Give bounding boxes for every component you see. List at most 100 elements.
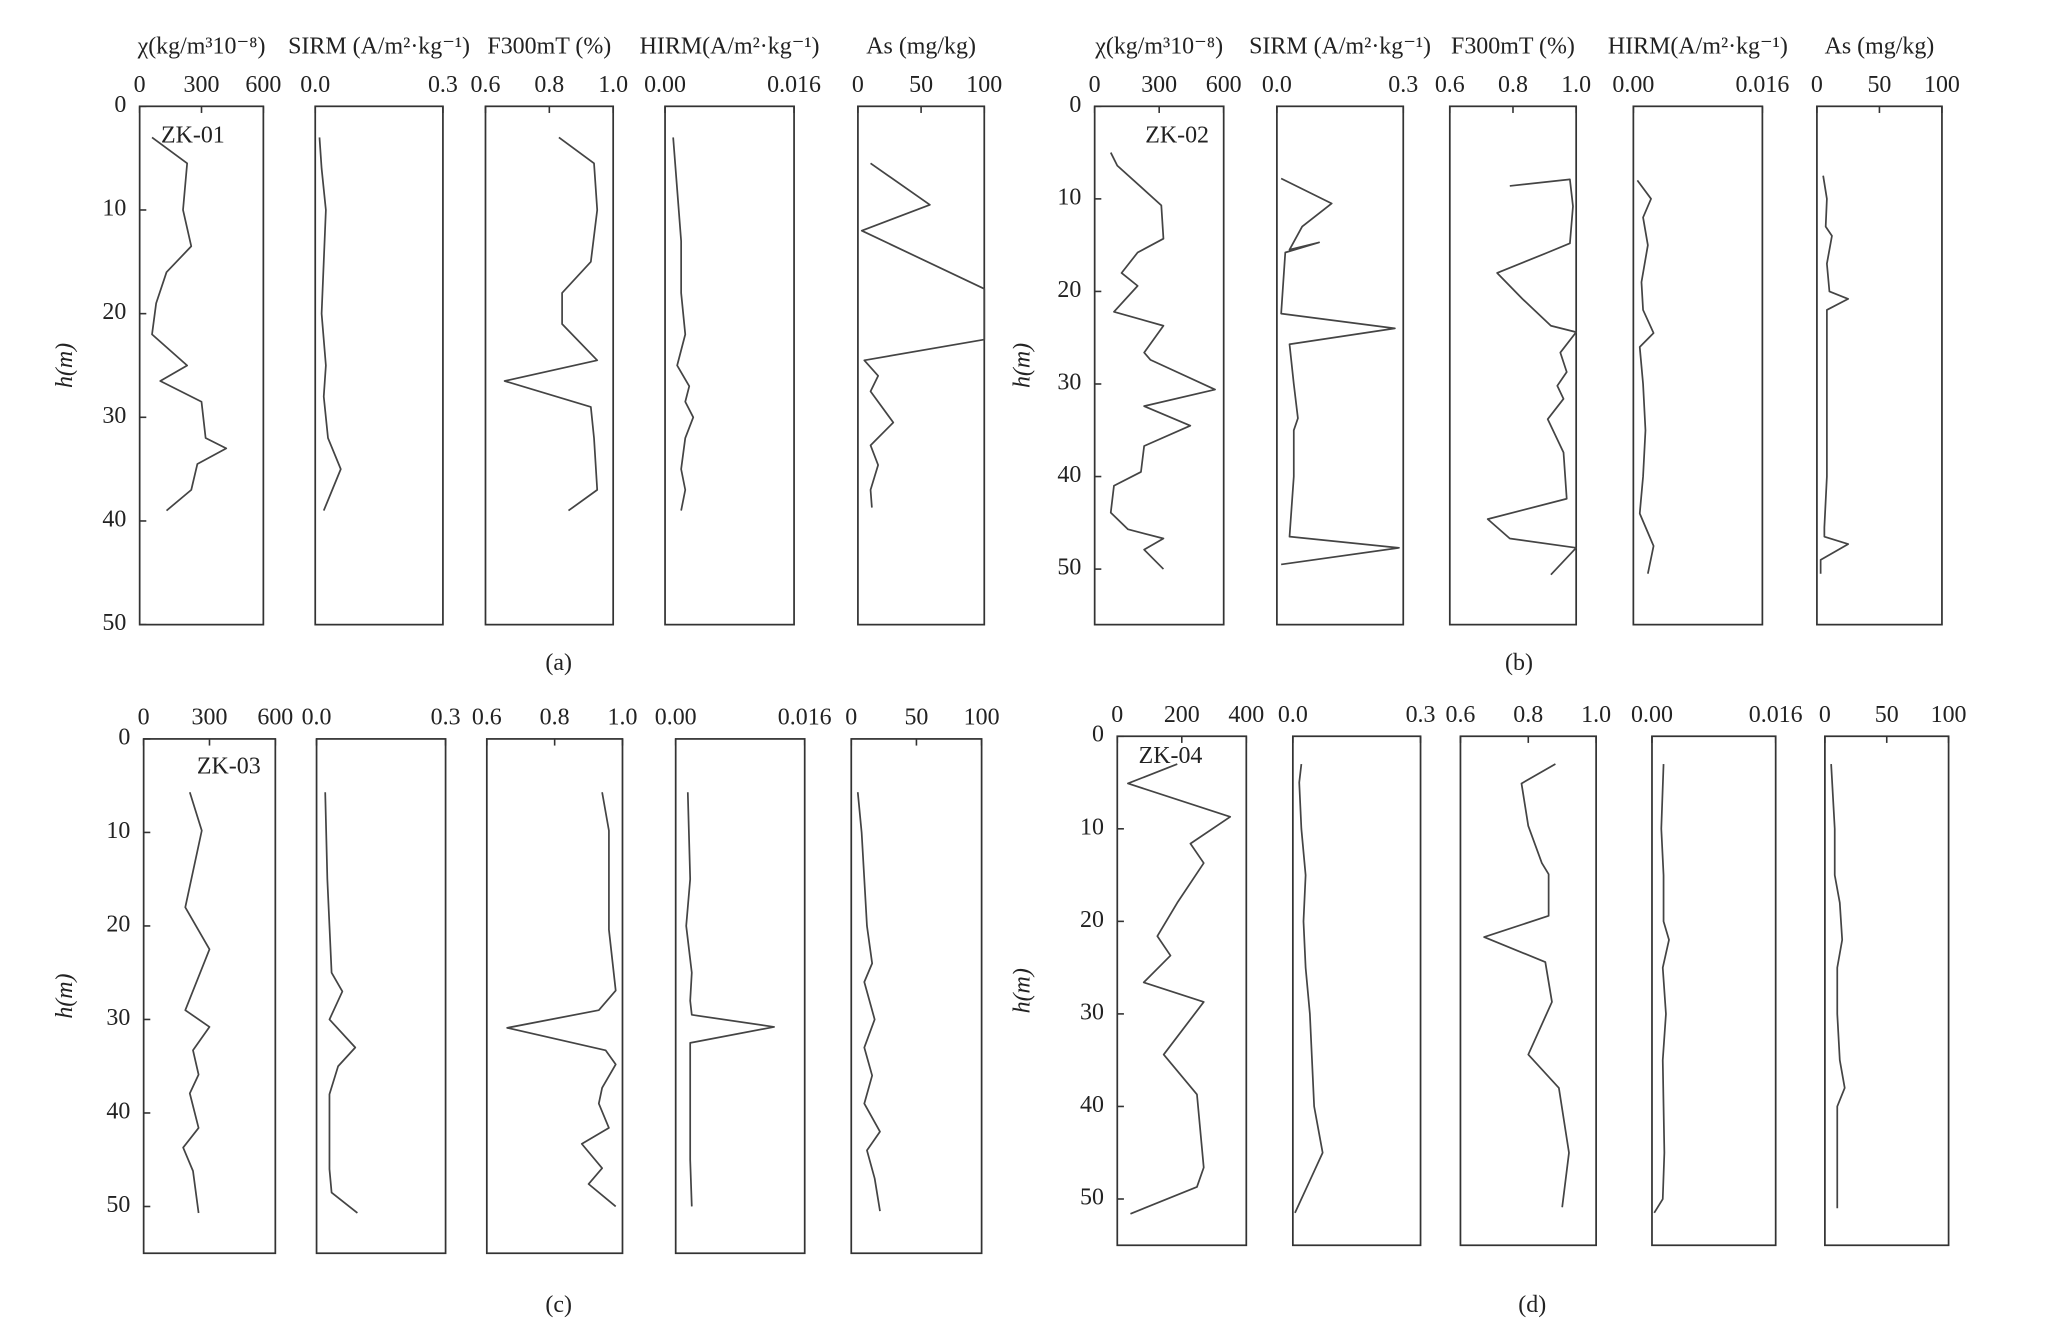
y-tick-label: 20 — [102, 299, 126, 325]
profile-line — [151, 136, 228, 512]
track-frame — [850, 738, 983, 1255]
y-tick-label: 30 — [1080, 999, 1104, 1025]
y-tick-label: 10 — [102, 195, 126, 221]
x-axis-label: χ(kg/m³10⁻⁸) — [137, 33, 266, 59]
profile-line — [1294, 763, 1324, 1214]
panel-label: (c) — [545, 1292, 572, 1318]
y-axis-label: h(m) — [52, 973, 78, 1018]
well-label: ZK-02 — [1145, 122, 1209, 148]
y-axis-label: h(m) — [1010, 343, 1036, 388]
track-frame — [138, 105, 265, 626]
x-tick-label: 0.8 — [1513, 702, 1543, 728]
x-tick-label: 1.0 — [1581, 702, 1611, 728]
well-label: ZK-03 — [197, 754, 261, 780]
x-tick-label: 0.016 — [1735, 72, 1789, 98]
y-tick-label: 20 — [1080, 907, 1104, 933]
x-tick-label: 0.016 — [1749, 702, 1803, 728]
x-tick-label: 0.016 — [778, 704, 832, 730]
x-tick-label: 0.0 — [302, 704, 332, 730]
profile-line — [503, 136, 599, 512]
x-tick-label: 100 — [966, 72, 1002, 98]
x-axis-label: As (mg/kg) — [866, 33, 976, 59]
track-frame — [1291, 735, 1422, 1247]
x-tick-label: 0.6 — [472, 704, 502, 730]
profile-line — [1109, 152, 1216, 570]
x-tick-label: 0 — [1811, 72, 1823, 98]
x-tick-label: 600 — [1206, 72, 1242, 98]
x-tick-label: 50 — [1867, 72, 1891, 98]
y-tick-label: 0 — [1069, 92, 1081, 118]
x-tick-label: 300 — [1141, 72, 1177, 98]
track-frame — [857, 105, 986, 626]
track-frame — [315, 738, 447, 1255]
profile-line — [1483, 763, 1570, 1208]
x-tick-label: 300 — [184, 72, 220, 98]
profile-line — [182, 791, 211, 1214]
x-tick-label: 0.016 — [767, 72, 821, 98]
x-tick-label: 0.00 — [655, 704, 697, 730]
profile-line — [1636, 179, 1655, 574]
x-tick-label: 0.6 — [1435, 72, 1465, 98]
x-tick-label: 0.00 — [1631, 702, 1673, 728]
x-axis-label: HIRM(A/m²·kg⁻¹) — [1608, 33, 1788, 59]
x-tick-label: 0 — [1089, 72, 1101, 98]
well-label: ZK-04 — [1139, 743, 1203, 769]
profile-line — [1127, 763, 1232, 1215]
x-axis-label: F300mT (%) — [1451, 33, 1575, 59]
x-tick-label: 0.00 — [644, 72, 686, 98]
x-tick-label: 0 — [1819, 702, 1831, 728]
x-tick-label: 300 — [192, 704, 228, 730]
x-tick-label: 0 — [134, 72, 146, 98]
y-tick-label: 0 — [1092, 722, 1104, 748]
x-tick-label: 0.6 — [1445, 702, 1475, 728]
y-tick-label: 50 — [106, 1192, 130, 1218]
x-tick-label: 100 — [1931, 702, 1967, 728]
x-tick-label: 0.3 — [431, 704, 461, 730]
track-frame — [674, 738, 806, 1255]
y-tick-label: 10 — [1080, 814, 1104, 840]
x-axis-label: HIRM(A/m²·kg⁻¹) — [640, 33, 820, 59]
y-tick-label: 10 — [1057, 184, 1081, 210]
track-frame — [1448, 105, 1578, 626]
track-frame — [664, 105, 795, 626]
track-frame — [1093, 105, 1225, 626]
x-tick-label: 1.0 — [598, 72, 628, 98]
x-tick-label: 0.0 — [300, 72, 330, 98]
y-tick-label: 50 — [102, 610, 126, 636]
y-tick-label: 20 — [106, 911, 130, 937]
y-tick-label: 20 — [1057, 277, 1081, 303]
x-tick-label: 50 — [1875, 702, 1899, 728]
track-frame — [1824, 735, 1950, 1247]
y-tick-label: 30 — [102, 403, 126, 429]
x-tick-label: 0.3 — [1406, 702, 1436, 728]
x-tick-label: 600 — [257, 704, 293, 730]
y-tick-label: 50 — [1057, 555, 1081, 581]
track-frame — [1116, 735, 1248, 1247]
x-axis-label: SIRM (A/m²·kg⁻¹) — [1249, 33, 1431, 59]
track-frame — [484, 105, 615, 626]
x-tick-label: 200 — [1164, 702, 1200, 728]
well-label: ZK-01 — [161, 122, 225, 148]
panel-label: (d) — [1518, 1292, 1546, 1318]
x-tick-label: 0.8 — [1498, 72, 1528, 98]
x-tick-label: 0.8 — [540, 704, 570, 730]
x-tick-label: 0.3 — [428, 72, 458, 98]
x-tick-label: 600 — [245, 72, 281, 98]
y-tick-label: 10 — [106, 818, 130, 844]
x-tick-label: 0 — [1111, 702, 1123, 728]
y-tick-label: 40 — [1080, 1092, 1104, 1118]
track-frame — [314, 105, 444, 626]
x-tick-label: 100 — [964, 704, 1000, 730]
panel-label: (b) — [1505, 650, 1533, 676]
x-axis-label: F300mT (%) — [487, 33, 611, 59]
track-frame — [1651, 735, 1777, 1247]
x-tick-label: 1.0 — [1561, 72, 1591, 98]
profile-line — [672, 137, 695, 511]
profile-line — [1486, 178, 1578, 576]
x-tick-label: 50 — [909, 72, 933, 98]
x-axis-label: χ(kg/m³10⁻⁸) — [1094, 33, 1223, 59]
profile-line — [860, 162, 986, 508]
x-tick-label: 0.3 — [1388, 72, 1418, 98]
profile-line — [324, 792, 358, 1214]
